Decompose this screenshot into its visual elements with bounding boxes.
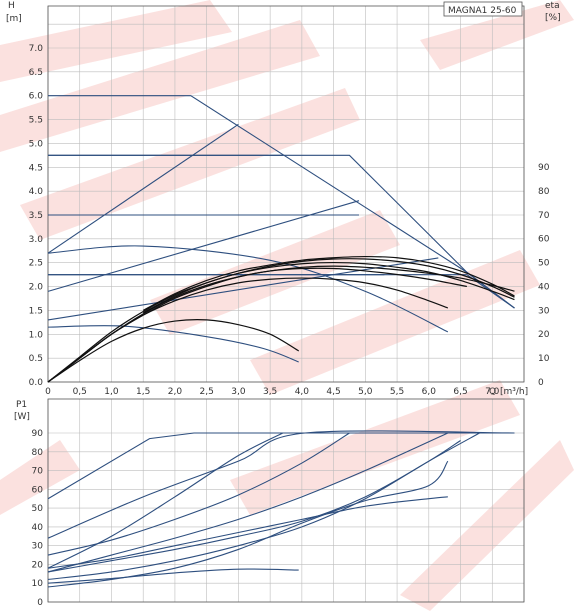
power-curve-5 [47, 432, 449, 573]
y-tick-label: 2.5 [29, 259, 43, 269]
y-tick-label: 5.0 [29, 139, 44, 149]
y-tick-label: 4.0 [29, 187, 44, 197]
y-tick-label: 2.0 [29, 283, 44, 293]
power-axis-unit: [W] [14, 412, 30, 422]
head-axis-unit: [m] [6, 14, 22, 24]
eta-tick-label: 30 [538, 306, 550, 316]
y-tick-label: 6.5 [29, 68, 43, 78]
power-curve-3 [47, 432, 284, 569]
x-tick-label: 7,0 [485, 387, 500, 397]
head-curve-9 [47, 245, 449, 333]
power-chart-frame [47, 398, 525, 603]
x-tick-label: 6,5 [453, 387, 467, 397]
head-chart-frame [47, 5, 525, 383]
head-curve-11 [48, 274, 515, 309]
power-curve-10 [47, 568, 299, 584]
power-curve-2 [47, 430, 515, 539]
eta-tick-label: 50 [538, 259, 550, 269]
eta-tick-label: 70 [538, 211, 550, 221]
efficiency-curve-1 [47, 319, 299, 383]
x-tick-label: 2,0 [168, 387, 183, 397]
power-axis-label: P1 [16, 400, 27, 410]
y-tick-label: 1.5 [29, 306, 43, 316]
head-curve-6 [47, 123, 239, 254]
head-curve-10 [47, 325, 299, 363]
chart-title: MAGNA1 25-60 [448, 6, 517, 16]
eta-tick-label: 10 [538, 354, 550, 364]
y-tick-label: 1.0 [29, 330, 44, 340]
eta-tick-label: 60 [538, 235, 550, 245]
x-tick-label: 0,5 [73, 387, 87, 397]
eta-axis-unit: [%] [545, 13, 561, 23]
y-tick-label: 3.5 [29, 211, 43, 221]
eta-axis-label: eta [545, 1, 560, 11]
x-tick-label: 3,0 [231, 387, 246, 397]
power-tick-label: 0 [37, 598, 43, 608]
y-tick-label: 3.0 [29, 235, 44, 245]
x-tick-label: 2,5 [200, 387, 214, 397]
power-tick-label: 10 [32, 579, 44, 589]
eta-tick-label: 80 [538, 187, 550, 197]
x-tick-label: 3,5 [263, 387, 277, 397]
x-tick-label: 1,0 [104, 387, 119, 397]
eta-tick-label: 40 [538, 282, 550, 292]
x-tick-label: 4,5 [326, 387, 340, 397]
x-tick-label: 5,5 [390, 387, 404, 397]
x-tick-label: 1,5 [136, 387, 150, 397]
y-tick-label: 6.0 [29, 92, 44, 102]
power-curve-9 [47, 496, 448, 569]
head-axis-label: H [8, 1, 15, 11]
y-tick-label: 0.0 [29, 378, 44, 388]
flow-axis-unit: [m³/h] [500, 387, 528, 397]
power-tick-label: 90 [32, 429, 44, 439]
efficiency-curve-5 [47, 261, 515, 383]
power-tick-label: 60 [32, 485, 44, 495]
y-tick-label: 4.5 [29, 163, 43, 173]
power-curve-1 [47, 432, 515, 500]
power-tick-label: 30 [32, 542, 44, 552]
eta-tick-label: 20 [538, 330, 550, 340]
eta-tick-label: 90 [538, 163, 550, 173]
power-curve-7 [47, 440, 461, 573]
power-tick-label: 40 [32, 523, 44, 533]
flow-axis-label: Q [489, 387, 496, 397]
x-tick-label: 6,0 [422, 387, 437, 397]
x-tick-label: 5,0 [358, 387, 373, 397]
x-tick-label: 4,0 [295, 387, 310, 397]
y-tick-label: 5.5 [29, 116, 43, 126]
efficiency-curve-6 [142, 258, 515, 314]
power-curve-4 [47, 432, 350, 556]
power-tick-label: 70 [32, 467, 44, 477]
power-tick-label: 20 [32, 560, 44, 570]
model-title-box [443, 1, 523, 17]
y-tick-label: 0.5 [29, 354, 43, 364]
head-curve-7 [47, 200, 360, 292]
x-tick-label: 0 [45, 387, 51, 397]
eta-tick-label: 0 [538, 378, 544, 388]
y-tick-label: 7.0 [29, 44, 44, 54]
power-tick-label: 80 [32, 448, 44, 458]
power-tick-label: 50 [32, 504, 44, 514]
efficiency-curve-7 [142, 255, 515, 311]
